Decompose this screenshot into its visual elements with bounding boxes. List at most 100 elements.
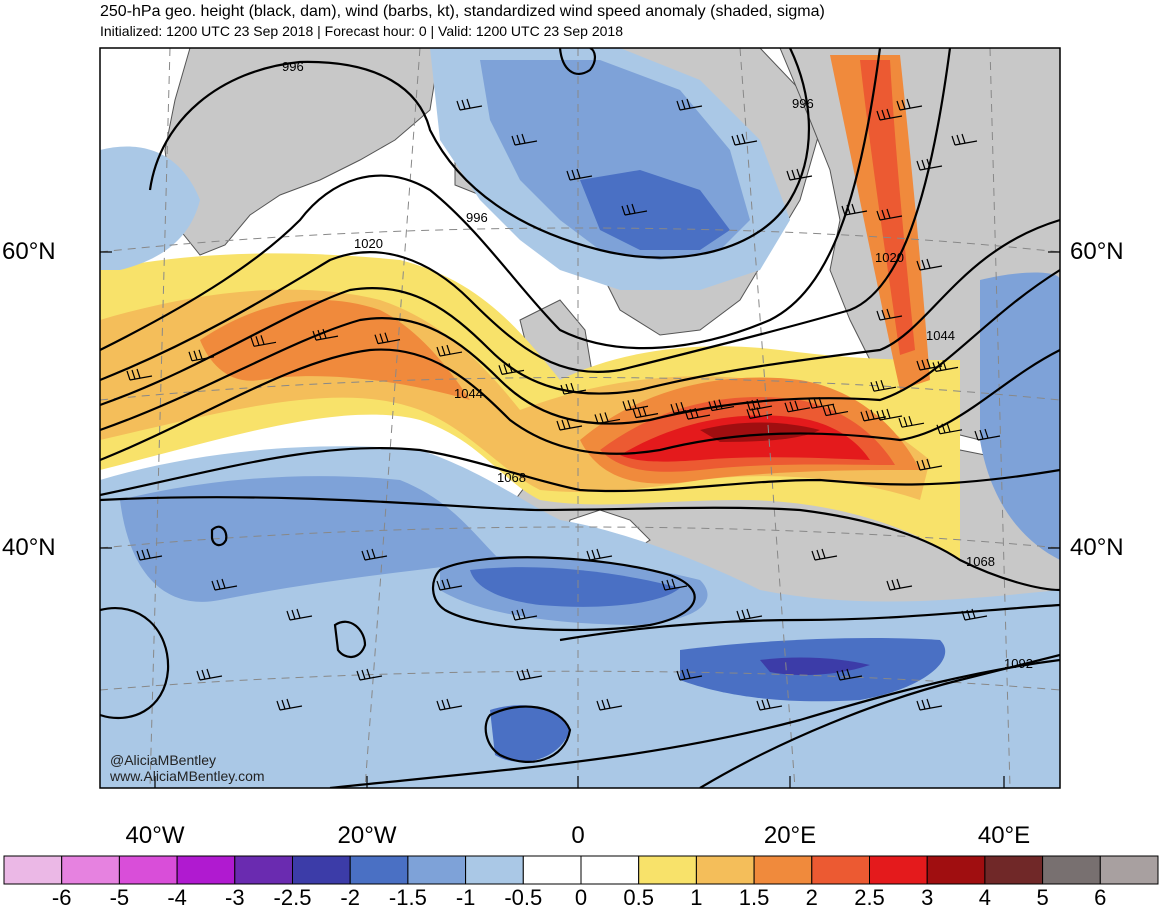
contour-label: 996 — [282, 59, 304, 74]
colorbar-swatch — [984, 855, 1044, 885]
contour-label: 1044 — [454, 386, 483, 401]
wind-barb — [898, 415, 925, 428]
map-title: 250-hPa geo. height (black, dam), wind (… — [100, 3, 825, 20]
colorbar-swatch — [869, 855, 928, 885]
wind-barb — [736, 608, 763, 621]
colorbar-tick-label: -2.5 — [273, 885, 312, 910]
map-subtitle: Initialized: 1200 UTC 23 Sep 2018 | Fore… — [100, 23, 623, 39]
colorbar-swatch — [638, 855, 697, 885]
wind-barb — [250, 335, 277, 347]
wind-barb — [436, 344, 463, 357]
wind-barb — [974, 428, 1001, 441]
lon-label-20w: 20°W — [337, 822, 397, 849]
wind-barb — [876, 308, 903, 321]
lon-label-40e: 40°E — [977, 822, 1031, 849]
wind-barb — [822, 404, 849, 417]
colorbar-swatch — [407, 855, 467, 885]
contour-labels: 996 996 996 1020 1020 1044 1044 1068 106… — [282, 59, 1033, 671]
colorbar-swatch — [292, 855, 351, 885]
wind-barb — [566, 168, 593, 181]
wind-barb — [951, 133, 978, 146]
lat-label-left-60: 60°N — [2, 238, 56, 265]
colorbar-swatch — [522, 855, 582, 885]
colorbar-tick-label: 2 — [805, 885, 818, 910]
contour-label: 996 — [792, 96, 814, 111]
wind-barb — [860, 409, 887, 422]
colorbar-swatch — [176, 855, 236, 885]
wind-barb — [196, 668, 223, 681]
lat-label-right-40: 40°N — [1070, 534, 1124, 561]
wind-barb — [916, 258, 943, 271]
wind-barb — [286, 608, 313, 621]
colorbar-swatch — [118, 855, 178, 885]
wind-barb — [188, 349, 215, 362]
wind-barb — [436, 698, 463, 711]
wind-barb — [498, 363, 525, 375]
wind-barb — [786, 168, 813, 181]
colorbar — [3, 855, 1159, 885]
wind-barb — [556, 418, 583, 431]
wind-barb — [811, 548, 838, 561]
map-plot-area: 996 996 996 1020 1020 1044 1044 1068 106… — [100, 48, 1060, 788]
wind-barb — [876, 408, 903, 421]
wind-barb — [596, 698, 623, 711]
graticule — [100, 48, 1060, 788]
contour-label: 1092 — [1004, 656, 1033, 671]
wind-barb — [456, 98, 483, 111]
wind-barb — [374, 332, 401, 345]
colorbar-swatch — [349, 855, 409, 885]
wind-barb — [684, 407, 711, 420]
wind-barb — [784, 400, 811, 413]
colorbar-tick-label: -2 — [340, 885, 360, 910]
wind-barbs — [126, 98, 1001, 711]
wind-barb — [356, 668, 383, 681]
height-contours — [100, 48, 1060, 788]
wind-barb — [621, 203, 648, 216]
colorbar-tick-label: 0.5 — [623, 885, 654, 910]
colorbar-tick-label: 1.5 — [738, 885, 770, 910]
wind-barb — [312, 328, 339, 341]
wind-barb — [670, 401, 697, 414]
lon-label-40w: 40°W — [125, 822, 185, 849]
colorbar-swatch — [234, 855, 294, 885]
colorbar-swatch — [926, 855, 986, 885]
colorbar-tick-label: -1 — [455, 885, 476, 910]
colorbar-swatch — [1099, 855, 1159, 885]
wind-barb — [211, 578, 238, 591]
colorbar-swatch — [580, 855, 640, 885]
wind-barb — [916, 458, 943, 471]
wind-barb — [136, 548, 163, 561]
credit-handle: @AliciaMBentley — [110, 752, 217, 768]
wind-barb — [676, 668, 703, 681]
wind-barb — [731, 133, 758, 146]
wind-barb — [756, 698, 783, 711]
lat-label-right-60: 60°N — [1070, 238, 1124, 265]
wind-barb — [436, 578, 463, 591]
wind-barb — [594, 412, 621, 425]
wind-barb — [876, 108, 903, 121]
colorbar-swatch — [465, 855, 524, 885]
wind-barb — [961, 608, 988, 621]
wind-barb — [560, 382, 587, 395]
wind-barb — [916, 158, 943, 171]
colorbar-tick-label: -0.5 — [504, 885, 543, 910]
wind-barb — [836, 668, 863, 681]
colorbar-swatch — [753, 855, 813, 885]
colorbar-swatch — [61, 855, 120, 885]
wind-barb — [896, 98, 923, 111]
lon-label-0: 0 — [571, 822, 585, 849]
colorbar-tick-label: -1.5 — [388, 885, 427, 910]
colorbar-tick-label: -4 — [167, 885, 187, 910]
lat-label-left-40: 40°N — [2, 534, 56, 561]
wind-barb — [936, 422, 963, 435]
colorbar-swatch — [3, 855, 63, 885]
colorbar-tick-label: 1 — [690, 885, 703, 910]
wind-barb — [916, 698, 943, 711]
colorbar-tick-label: 5 — [1036, 885, 1049, 910]
contour-label: 1044 — [926, 328, 955, 343]
contour-label: 996 — [466, 210, 488, 225]
credit-site: www.AliciaMBentley.com — [110, 768, 265, 784]
colorbar-swatch — [811, 855, 870, 885]
wind-barb — [808, 397, 835, 409]
